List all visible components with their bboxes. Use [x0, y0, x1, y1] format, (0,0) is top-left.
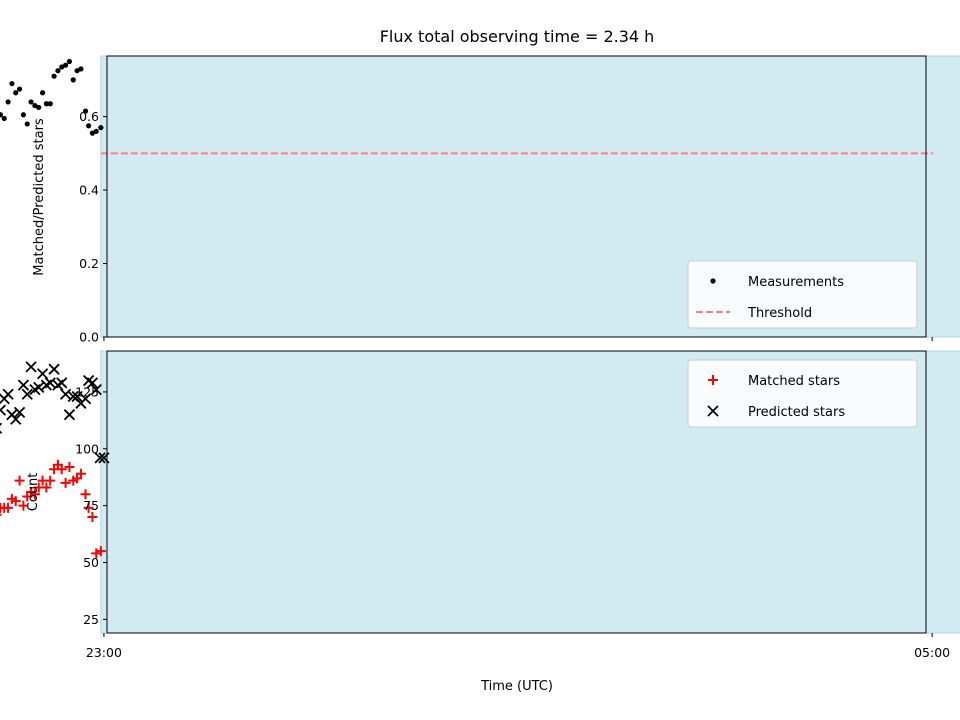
matched-stars-point [6, 493, 17, 504]
measurement-point [98, 125, 104, 131]
predicted-stars-point [0, 422, 3, 434]
measurement-point [39, 90, 46, 96]
legend-marker-predicted [707, 405, 719, 417]
axes-frame [106, 55, 927, 338]
ratio-panel-ylabel: Matched/Predicted stars [32, 118, 47, 276]
matched-stars-point [68, 475, 79, 486]
predicted-stars-point [17, 379, 30, 391]
matched-stars-point [83, 502, 94, 513]
legend-label: Measurements [748, 275, 844, 290]
measurement-point [20, 112, 27, 118]
legend-label: Matched stars [748, 374, 840, 389]
measurement-point [16, 86, 23, 92]
legend-marker-matched [708, 375, 718, 385]
matched-stars-point [18, 500, 29, 511]
measurement-point [32, 102, 38, 109]
x-tick-label: 05:00 [914, 645, 950, 660]
matched-stars-point [14, 475, 25, 486]
legend-box [687, 260, 918, 329]
predicted-stars-point [63, 409, 76, 421]
matched-stars-point [60, 477, 71, 488]
matched-stars-point [80, 489, 91, 500]
measurement-point [0, 112, 4, 118]
y-tick-label: 125 [75, 384, 99, 399]
matched-stars-point [87, 512, 98, 523]
predicted-stars-point [52, 379, 64, 391]
ratio-panel: 0.0 0.2 0.4 0.6 Measurements Threshold [0, 55, 960, 345]
y-tick-label: 50 [83, 555, 99, 570]
y-tick-label: 100 [75, 441, 99, 456]
measurement-point [13, 90, 19, 96]
matched-stars-point [95, 546, 106, 557]
measurement-point [74, 68, 80, 74]
predicted-stars-point [6, 409, 18, 421]
measurement-point [85, 123, 92, 129]
predicted-stars-point [94, 452, 106, 464]
measurement-point [55, 68, 61, 74]
y-tick-label: 0.0 [79, 330, 99, 345]
count-panel-ylabel: Count [26, 473, 41, 512]
x-axis-label: Time (UTC) [480, 679, 553, 694]
legend-label: Threshold [747, 306, 812, 321]
matched-stars-point [91, 548, 102, 559]
measurement-point [59, 64, 65, 70]
y-tick-label: 75 [83, 498, 99, 513]
matched-stars-point [0, 502, 6, 513]
measurement-point [9, 80, 15, 87]
measurement-point [28, 99, 34, 105]
chart-title: Flux total observing time = 2.34 h [380, 27, 655, 46]
y-tick-label: 0.6 [79, 109, 99, 124]
measurement-point [5, 99, 11, 105]
predicted-stars-point [59, 388, 72, 400]
measurement-point [82, 108, 89, 114]
measurement-point [47, 101, 53, 107]
measurement-point [51, 73, 57, 79]
measurement-point [70, 77, 76, 83]
predicted-stars-point [82, 374, 95, 387]
matched-stars-point [33, 482, 44, 493]
y-tick-label: 25 [83, 612, 99, 627]
measurement-point [89, 130, 96, 136]
count-panel: 25507510012523:0000:0001:0002:0003:0004:… [0, 350, 960, 660]
x-tick-label: 23:00 [86, 645, 122, 660]
predicted-stars-point [36, 368, 49, 380]
matched-stars-point [37, 475, 48, 486]
predicted-stars-point [48, 363, 60, 375]
legend-box [687, 359, 918, 428]
matched-stars-point [49, 464, 60, 475]
measurement-point [66, 58, 73, 65]
measurement-point [24, 121, 30, 127]
predicted-stars-point [71, 390, 83, 403]
predicted-stars-point [40, 379, 53, 391]
y-tick-label: 0.2 [79, 256, 99, 271]
axes-frame [106, 350, 927, 634]
predicted-stars-point [90, 384, 102, 396]
matched-stars-point [64, 461, 75, 472]
matched-stars-point [22, 491, 33, 502]
predicted-stars-point [21, 388, 33, 400]
legend-label: Predicted stars [748, 405, 845, 420]
predicted-stars-point [29, 384, 41, 396]
y-tick-label: 0.4 [79, 183, 99, 198]
predicted-stars-point [0, 393, 10, 405]
legend-marker-measurements [710, 278, 716, 284]
predicted-stars-point [0, 404, 7, 416]
predicted-stars-point [25, 361, 37, 373]
measurement-point [1, 115, 7, 122]
measurement-point [43, 101, 50, 107]
